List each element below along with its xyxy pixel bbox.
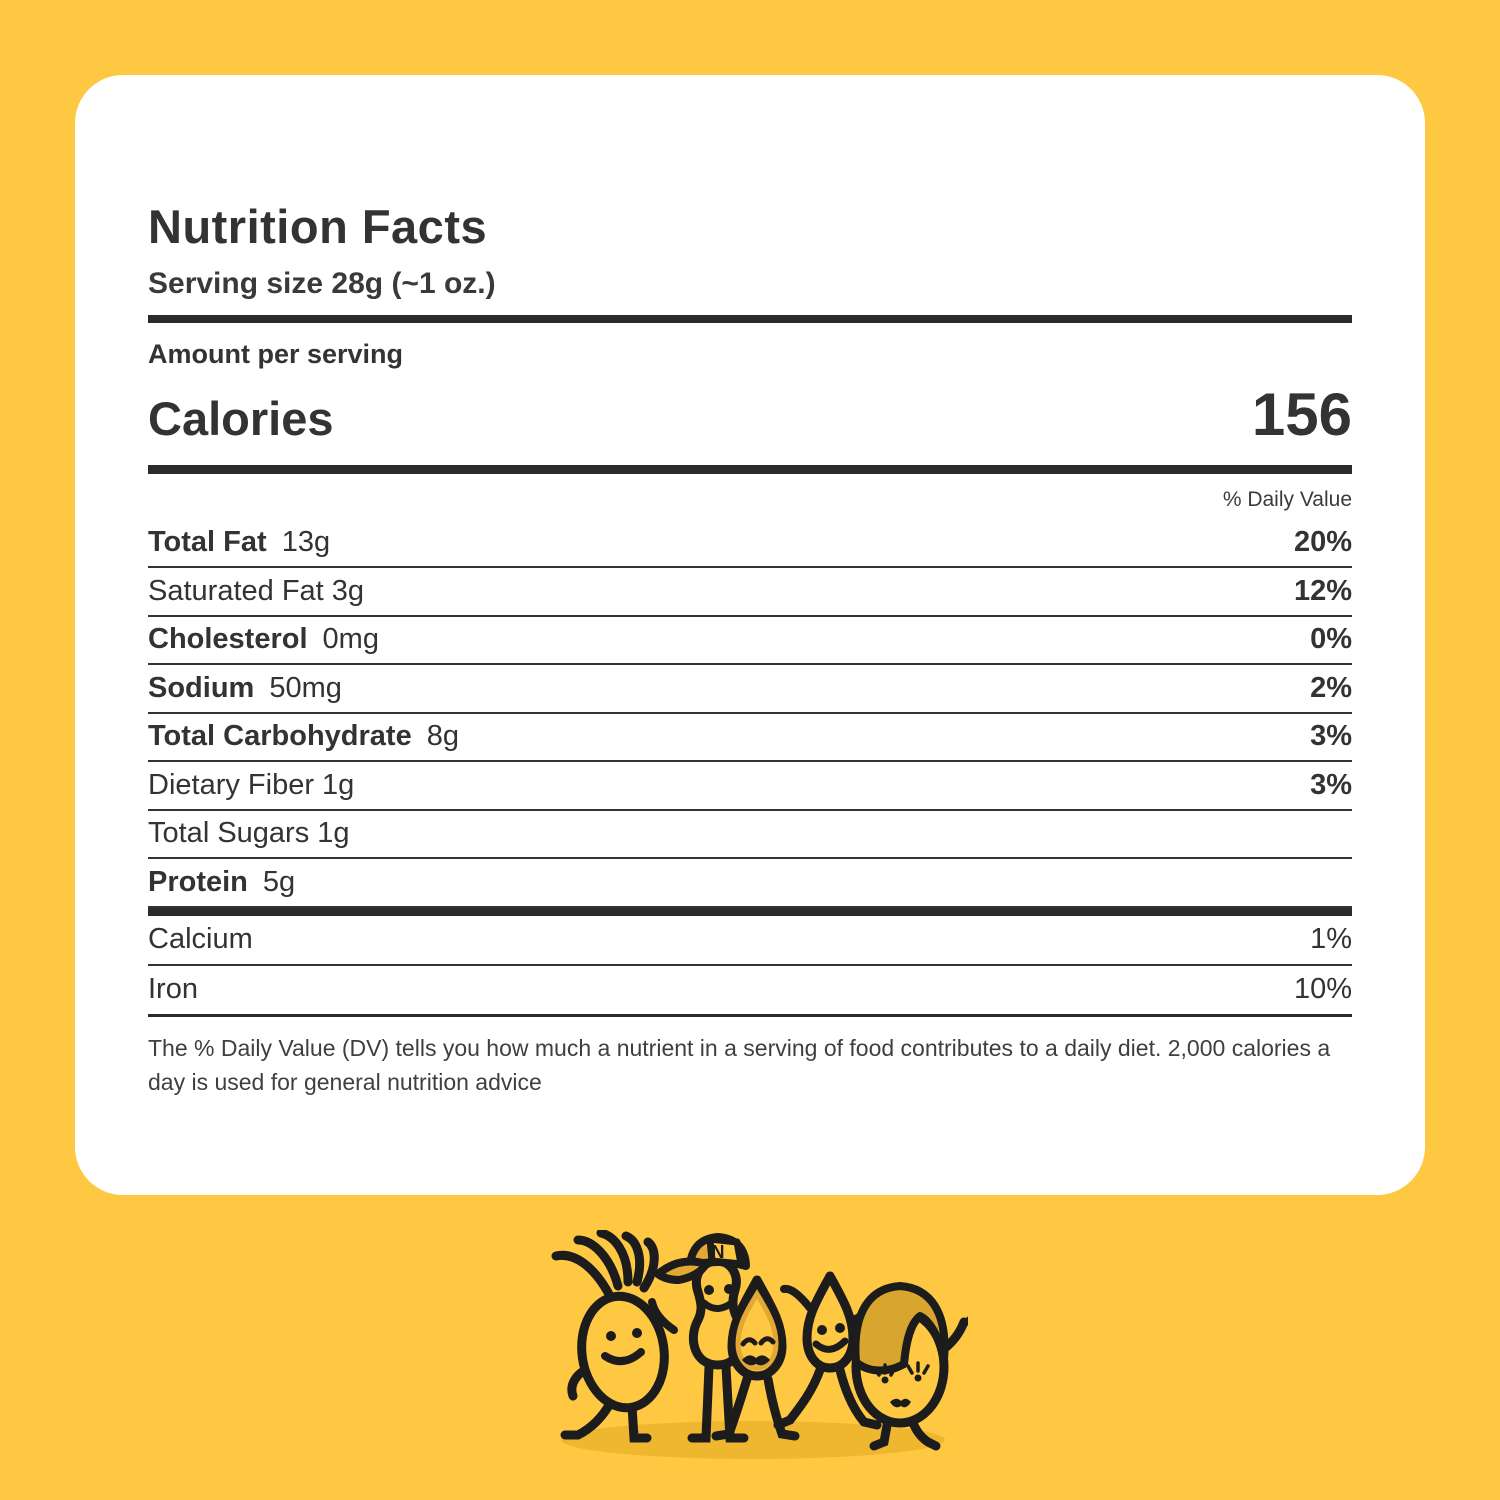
lady-nut-character [851,1282,968,1451]
nutrient-label: Total Carbohydrate [148,720,412,753]
almond-character [551,1230,659,1443]
nutrient-daily-value: 20% [1293,526,1352,559]
nutrient-daily-value: 12% [1293,574,1352,607]
nutrient-row-protein: Protein 5g [148,859,1352,908]
nutrient-amount: 0mg [322,623,379,656]
nutrition-facts-card: Nutrition Facts Serving size 28g (~1 oz.… [75,75,1425,1195]
nutrient-amount: 3g [331,574,364,607]
nutrient-amount: 1g [322,768,355,801]
daily-value-footnote: The % Daily Value (DV) tells you how muc… [148,1034,1331,1096]
nutrient-row-dietary-fiber: Dietary Fiber 1g 3% [148,762,1352,811]
divider-thick-calories [148,464,1352,474]
nutrient-amount: 1g [317,817,350,850]
nutrient-label: Dietary Fiber [148,768,314,801]
mineral-daily-value: 1% [1310,923,1352,956]
nutrient-label: Protein [148,865,248,898]
seed-character [773,1271,882,1430]
amount-per-serving-text: Amount per serving [148,338,404,369]
nutrient-label: Saturated Fat [148,574,324,607]
nutrient-label: Cholesterol [148,623,308,656]
nutrient-row-sodium: Sodium 50mg 2% [148,665,1352,714]
nutrient-daily-value: 0% [1310,623,1352,656]
nutrition-facts-title: Nutrition Facts [148,200,488,253]
nutrient-daily-value: 3% [1310,768,1352,801]
nut-mascots-illustration: N [538,1230,968,1480]
nutrient-amount: 8g [426,720,459,753]
nutrient-row-total-fat: Total Fat 13g 20% [148,520,1352,569]
mineral-row-calcium: Calcium 1% [148,916,1352,966]
nutrient-label: Sodium [148,671,255,704]
peanut-character: N [648,1233,750,1443]
nutrient-label: Total Sugars [148,817,310,850]
mineral-daily-value: 10% [1293,973,1352,1006]
mineral-row-iron: Iron 10% [148,966,1352,1014]
divider-footnote [148,1013,1352,1017]
mineral-label: Calcium [148,923,253,956]
divider-thick-top [148,314,1352,323]
calories-label: Calories [148,391,334,445]
hazelnut-character [711,1275,800,1441]
nutrient-row-total-carbohydrate: Total Carbohydrate 8g 3% [148,714,1352,763]
serving-size-text: Serving size 28g (~1 oz.) [148,266,496,300]
nutrient-amount: 13g [281,526,331,559]
calories-row: Calories 156 [148,380,1352,449]
nutrient-row-cholesterol: Cholesterol 0mg 0% [148,617,1352,666]
nutrient-label: Total Fat [148,526,267,559]
nutrient-amount: 5g [262,865,296,898]
nutrient-row-total-sugars: Total Sugars 1g [148,811,1352,860]
ground-shadow [561,1421,945,1459]
cap-letter: N [712,1242,725,1262]
nutrient-amount: 50mg [269,671,342,704]
nutrient-daily-value: 2% [1310,671,1352,704]
divider-thick-protein [148,907,1352,916]
mineral-label: Iron [148,973,198,1006]
nutrient-daily-value: 3% [1310,720,1352,753]
nutrient-row-saturated-fat: Saturated Fat 3g 12% [148,568,1352,617]
daily-value-header: % Daily Value [1222,487,1352,511]
calories-value: 156 [1251,380,1352,448]
